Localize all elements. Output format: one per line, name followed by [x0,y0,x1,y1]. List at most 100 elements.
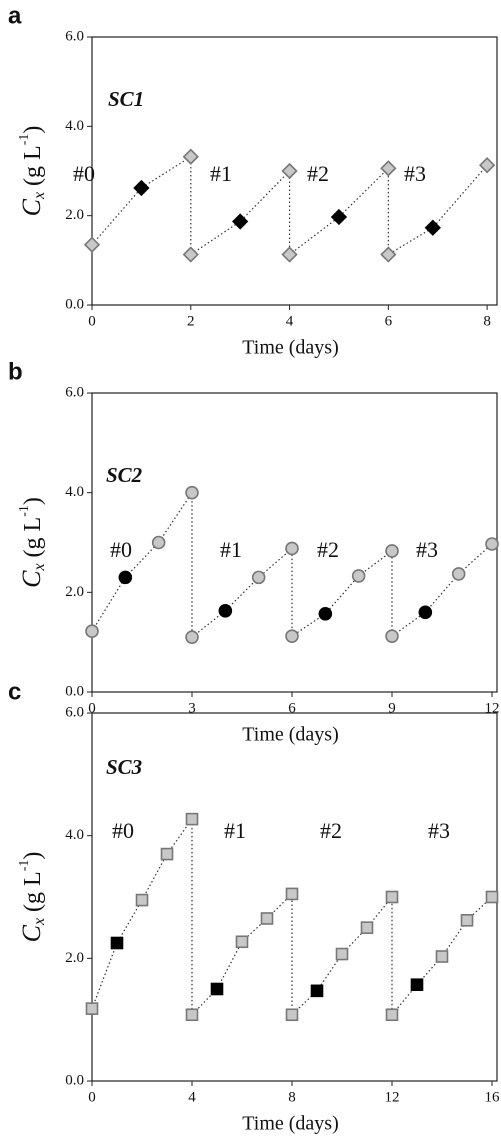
y-tick-label: 6.0 [65,384,84,400]
marker [330,208,348,226]
y-axis-label-part: -1 [17,505,32,517]
x-axis-label: Time (days) [242,1113,338,1135]
y-tick-label: 0.0 [65,1072,84,1088]
marker [380,246,397,263]
marker [133,179,150,197]
marker [335,947,349,961]
x-tick-label: 4 [188,1089,196,1105]
y-axis-label: Cx (g L-1) [17,497,48,588]
y-tick-label: 4.0 [65,484,84,500]
y-tick-label: 4.0 [65,118,84,134]
marker [85,624,99,639]
marker [485,537,499,551]
marker [281,162,298,180]
x-tick-label: 6 [385,313,393,329]
marker [351,569,366,583]
marker [85,1002,99,1015]
x-tick-label: 16 [485,1089,501,1105]
marker [410,978,424,992]
marker [185,630,199,644]
marker [285,887,299,901]
marker [182,148,199,165]
x-tick-label: 8 [288,1089,296,1105]
cycle-label: #1 [224,818,246,843]
y-axis-label: Cx (g L-1) [17,852,48,943]
marker [360,921,374,934]
y-tick-label: 6.0 [65,704,84,720]
marker [285,541,299,556]
y-axis-label-part: C [17,198,46,216]
marker [285,1008,299,1022]
x-tick-label: 12 [385,1089,400,1105]
y-axis-label-part: x [31,192,48,200]
cycle-label: #3 [416,537,438,562]
marker [385,544,399,558]
data-line [91,817,493,1017]
x-tick-label: 0 [88,1089,96,1105]
marker [185,485,199,500]
marker [232,213,249,230]
x-tick-label: 0 [88,313,96,329]
marker [135,893,149,907]
y-axis-label-part: -1 [17,860,32,872]
x-tick-label: 3 [188,700,196,716]
y-tick-label: 0.0 [65,296,84,312]
plot-frame [91,36,498,306]
marker [485,890,499,904]
cycle-label: #0 [73,161,95,186]
marker [310,984,324,998]
marker [151,535,166,550]
y-axis-label-part: x [31,563,48,571]
marker [435,950,449,963]
cycle-label: #3 [404,161,426,186]
marker [235,935,249,949]
cycle-label: #2 [307,161,329,186]
marker [418,605,433,620]
marker [83,236,101,253]
marker [478,157,496,174]
panel-label: b [8,358,23,385]
cycle-label: #1 [220,537,242,562]
marker [385,629,399,643]
y-axis-label-part: (g L [20,871,46,918]
series-label: SC1 [108,87,144,111]
y-axis-label-part: (g L [20,517,46,564]
marker [218,603,233,618]
panel-label: c [8,678,21,705]
y-tick-label: 4.0 [65,827,84,843]
y-tick-label: 0.0 [65,683,84,699]
marker [451,567,466,581]
marker [260,912,274,925]
x-tick-label: 9 [388,700,396,716]
y-axis-label-part: (g L [20,145,46,192]
cycle-label: #1 [210,161,232,186]
y-tick-label: 6.0 [65,28,84,44]
y-axis-label-part: ) [20,497,46,505]
y-axis-label-part: C [17,570,46,588]
x-tick-label: 2 [187,313,195,329]
marker [185,812,199,826]
cycle-label: #3 [428,818,450,843]
data-line [91,490,493,639]
marker [385,890,399,904]
y-tick-label: 2.0 [65,207,84,223]
cycle-label: #0 [110,537,132,562]
x-axis-label: Time (days) [242,337,338,359]
marker [118,570,133,585]
marker [110,936,124,950]
y-axis-label-part: x [31,918,48,926]
marker [251,570,266,585]
cycle-label: #0 [112,818,134,843]
x-tick-label: 4 [286,313,294,329]
series-label: SC2 [106,463,143,487]
y-axis-label-part: ) [20,126,46,134]
marker [385,1008,399,1022]
x-axis-label: Time (days) [242,724,338,746]
marker [160,847,174,861]
y-tick-label: 2.0 [65,950,84,966]
marker [285,629,299,643]
panel-label: a [8,2,22,29]
marker [182,246,199,263]
